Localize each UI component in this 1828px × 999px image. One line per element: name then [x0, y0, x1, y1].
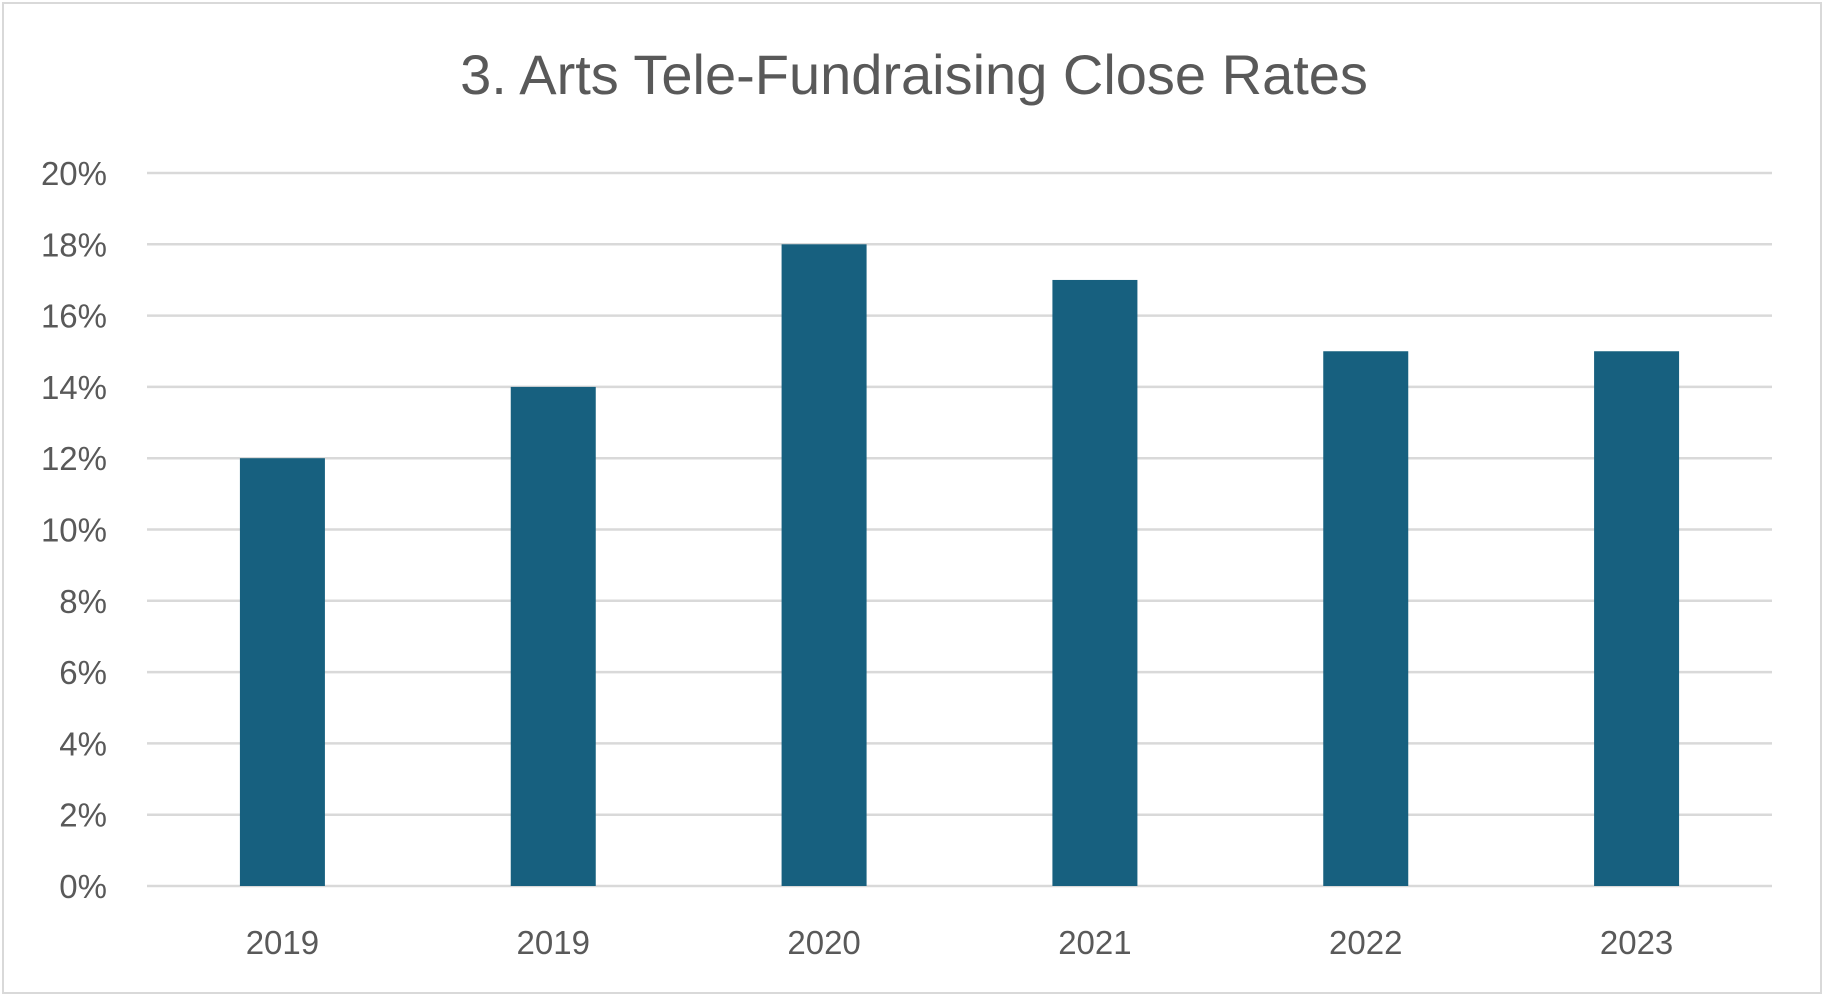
x-tick-label: 2022	[1329, 924, 1402, 961]
y-tick-label: 0%	[59, 868, 107, 905]
bar	[239, 458, 325, 886]
y-tick-label: 2%	[59, 797, 107, 834]
bar	[1594, 351, 1680, 886]
bar	[1052, 279, 1138, 886]
bar	[781, 244, 867, 887]
y-tick-label: 14%	[41, 369, 107, 406]
x-tick-label: 2021	[1058, 924, 1131, 961]
y-tick-label: 4%	[59, 725, 107, 762]
x-tick-label: 2020	[787, 924, 860, 961]
y-tick-label: 12%	[41, 440, 107, 477]
y-axis-ticks: 0% 2% 4% 6% 8% 10% 12% 14% 16% 18% 20%	[41, 155, 107, 905]
x-tick-label: 2019	[517, 924, 590, 961]
chart-title: 3. Arts Tele-Fundraising Close Rates	[460, 43, 1368, 106]
y-tick-label: 18%	[41, 226, 107, 263]
bar	[1323, 351, 1409, 886]
y-tick-label: 20%	[41, 155, 107, 192]
bar	[510, 386, 596, 886]
y-tick-label: 10%	[41, 512, 107, 549]
gridlines	[147, 171, 1772, 888]
y-tick-label: 8%	[59, 583, 107, 620]
bar-chart: 0% 2% 4% 6% 8% 10% 12% 14% 16% 18% 20% 2019 2019 202…	[41, 155, 1772, 961]
y-tick-label: 16%	[41, 298, 107, 335]
x-tick-label: 2019	[246, 924, 319, 961]
x-axis-ticks: 2019 2019 2020 2021 2022 2023	[246, 924, 1674, 961]
x-tick-label: 2023	[1600, 924, 1673, 961]
bars	[239, 244, 1680, 887]
y-tick-label: 6%	[59, 654, 107, 691]
